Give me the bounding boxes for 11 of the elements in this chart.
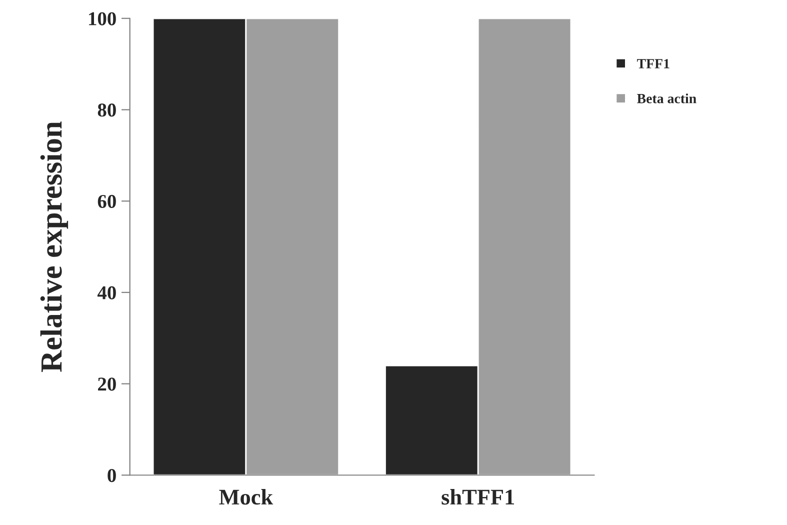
y-axis-title: Relative expression bbox=[40, 121, 68, 372]
y-tick-label: 80 bbox=[98, 104, 116, 117]
legend-label: Beta actin bbox=[637, 94, 696, 104]
y-tick-label: 100 bbox=[89, 12, 116, 26]
x-tick-label: shTFF1 bbox=[442, 489, 514, 505]
y-tick-label: 60 bbox=[98, 194, 116, 208]
x-tick-label: Mock bbox=[219, 489, 274, 505]
y-tick-label: 20 bbox=[98, 378, 116, 391]
legend-label: TFF1 bbox=[637, 59, 670, 68]
y-tick-label: 40 bbox=[97, 286, 116, 300]
y-tick-label: 0 bbox=[108, 468, 116, 482]
